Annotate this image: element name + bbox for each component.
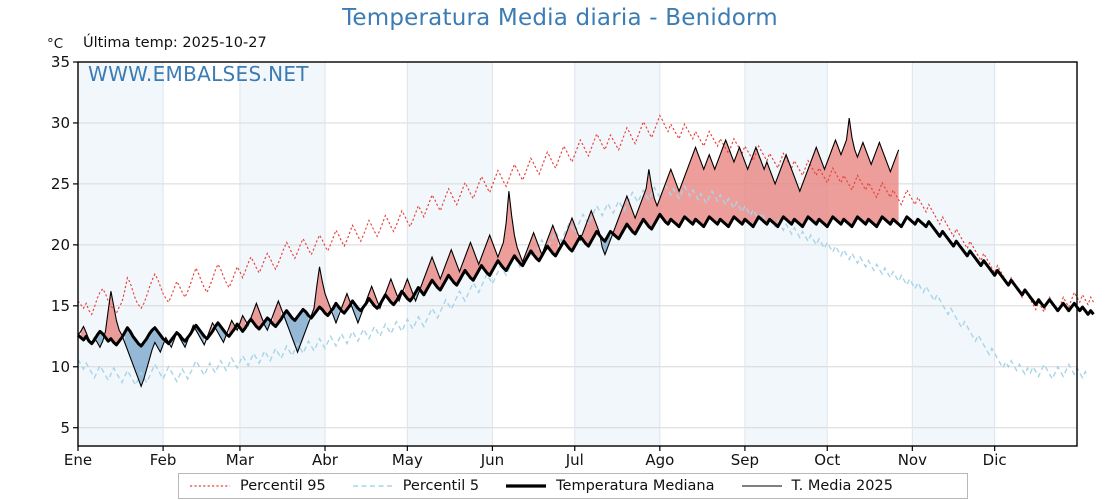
legend-swatch-dashed bbox=[352, 485, 393, 487]
series-percentil-95 bbox=[77, 114, 1094, 316]
x-axis-tick-label: Oct bbox=[814, 451, 841, 469]
y-axis-labels: 5 10 15 20 25 30 35 bbox=[0, 0, 70, 500]
fill-below-median bbox=[124, 327, 164, 387]
fill-above-median bbox=[613, 118, 899, 239]
x-axis-tick-label: Nov bbox=[897, 451, 927, 469]
x-axis-tick-label: Jun bbox=[480, 451, 505, 469]
x-axis-tick-label: Feb bbox=[149, 451, 177, 469]
legend-item: T. Media 2025 bbox=[741, 478, 893, 494]
fill-above-median bbox=[563, 218, 578, 251]
x-axis-tick-label: Ene bbox=[63, 451, 93, 469]
fill-above-median bbox=[421, 191, 559, 295]
x-axis-tick-label: Sep bbox=[730, 451, 760, 469]
month-band bbox=[994, 62, 1080, 446]
series-temperatura-mediana bbox=[77, 212, 1095, 348]
x-axis-tick-label: Mar bbox=[225, 451, 255, 469]
plot-frame bbox=[77, 61, 1078, 447]
legend-swatch-thick bbox=[506, 484, 547, 488]
fill-below-median bbox=[283, 309, 309, 353]
y-axis-tick-label: 30 bbox=[50, 113, 70, 132]
legend-item: Percentil 5 bbox=[352, 478, 479, 494]
y-axis-tick-label: 35 bbox=[50, 53, 70, 71]
y-axis-tick-label: 25 bbox=[50, 174, 70, 193]
month-band bbox=[239, 62, 326, 446]
legend-label: T. Media 2025 bbox=[791, 478, 893, 494]
x-axis-tick-label: Jul bbox=[565, 451, 584, 469]
y-axis-tick-label: 15 bbox=[50, 296, 70, 315]
month-band bbox=[574, 62, 660, 446]
x-axis-tick-label: Ago bbox=[645, 451, 675, 469]
y-axis-unit-label: °C bbox=[47, 36, 64, 52]
month-band bbox=[659, 62, 745, 446]
month-band bbox=[78, 62, 164, 446]
chart-legend: Percentil 95 Percentil 5 Temperatura Media… bbox=[178, 473, 968, 499]
legend-label: Percentil 95 bbox=[240, 478, 326, 494]
month-band bbox=[827, 62, 913, 446]
legend-label: Temperatura Mediana bbox=[556, 478, 715, 494]
legend-label: Percentil 5 bbox=[402, 478, 480, 494]
x-axis-tick-label: May bbox=[391, 451, 423, 469]
x-axis-tick-label: Dic bbox=[982, 451, 1007, 469]
x-axis-tick-label: Abr bbox=[312, 451, 338, 469]
month-band bbox=[163, 62, 240, 446]
month-band bbox=[325, 62, 408, 446]
fill-below-median bbox=[215, 322, 227, 343]
page-title: Temperatura Media diaria - Benidorm bbox=[342, 5, 778, 31]
series-percentil-5 bbox=[77, 183, 1089, 387]
y-axis-tick-label: 10 bbox=[50, 357, 70, 376]
y-axis-tick-label: 5 bbox=[60, 418, 70, 437]
fill-above-median bbox=[80, 326, 95, 344]
y-axis-tick-label: 20 bbox=[50, 235, 70, 254]
watermark-embalses: WWW.EMBALSES.NET bbox=[88, 62, 309, 86]
legend-swatch-dotted bbox=[190, 485, 230, 487]
month-band bbox=[744, 62, 828, 446]
last-temp-label: Última temp: 2025-10-27 bbox=[83, 35, 267, 51]
fill-above-median bbox=[366, 286, 378, 309]
month-band bbox=[912, 62, 995, 446]
fill-above-median bbox=[582, 210, 600, 247]
fill-above-median bbox=[311, 266, 331, 318]
legend-swatch-thin bbox=[741, 485, 782, 487]
legend-item: Temperatura Mediana bbox=[505, 478, 715, 494]
legend-item: Percentil 95 bbox=[189, 478, 326, 494]
